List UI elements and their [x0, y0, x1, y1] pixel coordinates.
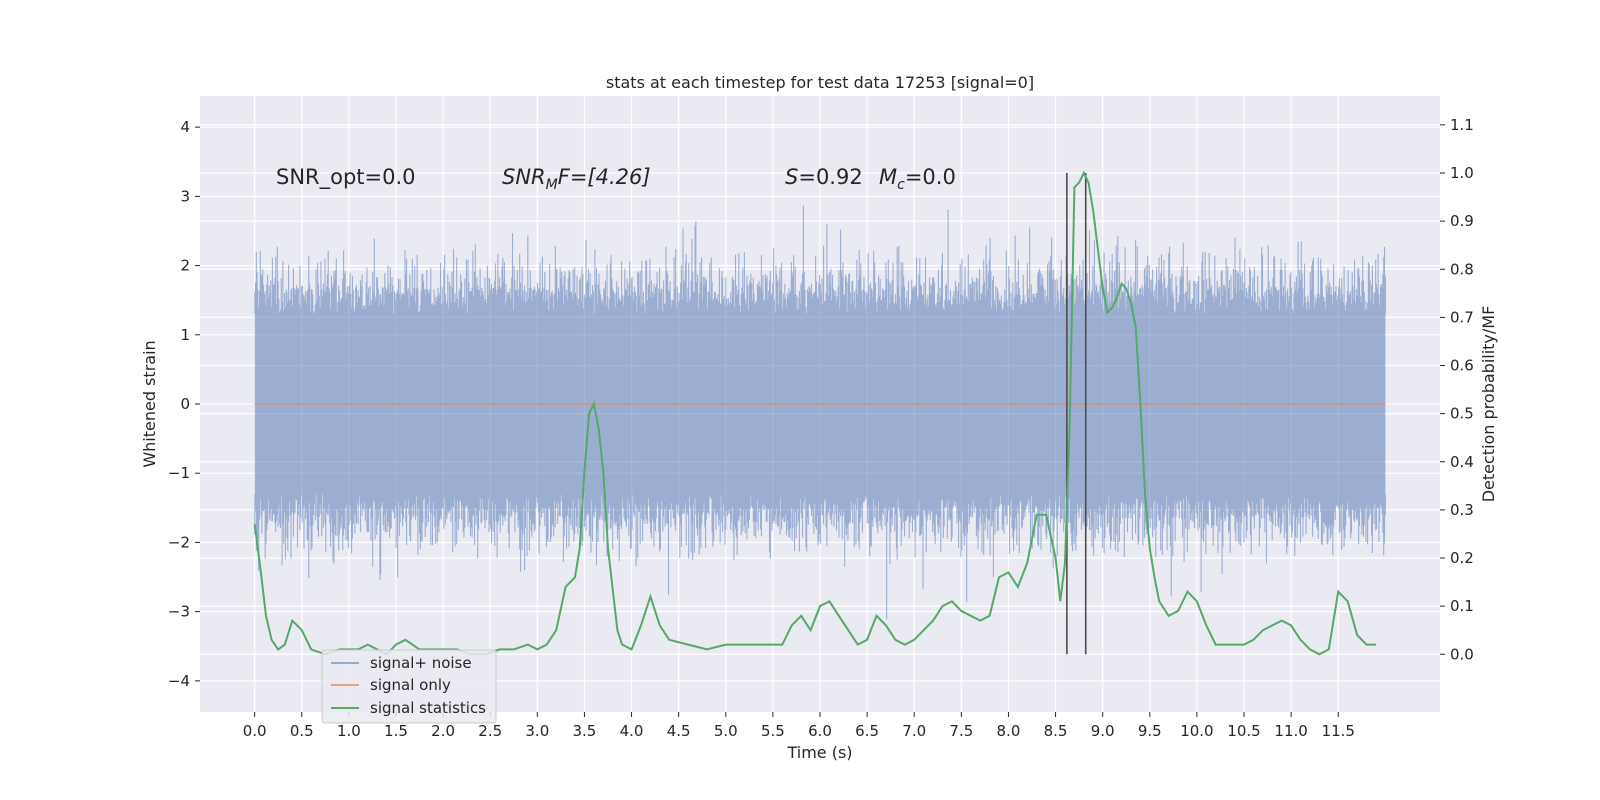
axis-ticks: 0.0 0.5 1.0 1.5 2.0 2.5 3.0 3.5 4.0 4.5 5.0 5.5 6.0 6… [168, 116, 1474, 740]
y-tick-label-left: 1 [180, 326, 190, 344]
annotation-mc-base: M [879, 165, 897, 189]
y-tick-label-right: 0.6 [1450, 357, 1474, 375]
legend-box [321, 649, 497, 724]
x-tick-label: 10.0 [1180, 722, 1213, 740]
y-axis-label-left: Whitened strain [140, 340, 159, 467]
annotation-snr-mf: SNRMF=[4.26] [502, 165, 651, 193]
x-tick-label: 6.5 [855, 722, 879, 740]
annotation-snr-mf-base: SNR [502, 165, 546, 189]
x-tick-label: 6.0 [808, 722, 832, 740]
y-tick-label-left: 0 [180, 395, 190, 413]
noise-lower-spikes [254, 494, 1386, 620]
x-axis-label: Time (s) [786, 743, 852, 762]
legend: signal+ noise signal only signal statist… [321, 649, 497, 724]
signal-statistics-series [253, 170, 1376, 656]
y-tick-label-right: 1.0 [1450, 164, 1474, 182]
annotation-snr-mf-rest: F=[4.26] [558, 165, 651, 189]
x-tick-label: 8.0 [997, 722, 1021, 740]
x-tick-label: 7.5 [949, 722, 973, 740]
y-tick-label-right: 0.0 [1450, 645, 1474, 663]
x-tick-label: 4.5 [667, 722, 691, 740]
annotation-s-value: =0.92 [798, 165, 862, 189]
y-tick-label-left: 2 [180, 257, 190, 275]
x-tick-label: 3.0 [525, 722, 549, 740]
y-tick-label-left: 4 [180, 118, 190, 136]
y-tick-label-left: −1 [168, 464, 190, 482]
annotation-snr-opt: SNR_opt=0.0 [276, 165, 416, 190]
x-tick-label: 2.0 [431, 722, 455, 740]
x-tick-label: 9.5 [1138, 722, 1162, 740]
x-tick-label: 1.0 [337, 722, 361, 740]
x-tick-label: 5.0 [714, 722, 738, 740]
x-tick-label: 11.0 [1274, 722, 1307, 740]
y-tick-label-right: 1.1 [1450, 116, 1474, 134]
y-tick-label-left: −4 [168, 672, 190, 690]
event-markers [1066, 173, 1087, 655]
y-tick-label-left: −3 [168, 603, 190, 621]
y-tick-label-right: 0.4 [1450, 453, 1474, 471]
x-tick-label: 8.5 [1044, 722, 1068, 740]
legend-label-signal: signal only [370, 676, 451, 694]
x-tick-label: 3.5 [573, 722, 597, 740]
x-tick-label: 2.5 [478, 722, 502, 740]
y-axis-label-right: Detection probability/MF [1479, 306, 1498, 503]
x-tick-label: 9.0 [1091, 722, 1115, 740]
x-tick-label: 7.0 [902, 722, 926, 740]
y-tick-label-right: 0.2 [1450, 549, 1474, 567]
noise-upper-spikes [254, 205, 1386, 314]
annotation-snr-mf-sub: M [546, 177, 558, 193]
chart-title: stats at each timestep for test data 172… [606, 73, 1034, 92]
annotation-mc: Mc=0.0 [879, 165, 956, 193]
y-tick-label-left: −2 [168, 533, 190, 551]
x-tick-label: 10.5 [1227, 722, 1260, 740]
annotation-s: S=0.92 [785, 165, 863, 189]
y-tick-label-right: 0.9 [1450, 212, 1474, 230]
legend-label-noise: signal+ noise [370, 654, 472, 672]
x-tick-label: 4.0 [620, 722, 644, 740]
y-tick-label-right: 0.8 [1450, 260, 1474, 278]
annotation-mc-sub: c [897, 177, 905, 193]
annotation-mc-value: =0.0 [905, 165, 956, 189]
x-tick-label: 0.5 [290, 722, 314, 740]
y-tick-label-right: 0.1 [1450, 597, 1474, 615]
x-tick-label: 5.5 [761, 722, 785, 740]
x-tick-label: 0.0 [243, 722, 267, 740]
y-tick-label-left: 3 [180, 187, 190, 205]
annotation-s-label: S [785, 165, 798, 189]
y-tick-label-right: 0.7 [1450, 308, 1474, 326]
x-tick-label: 1.5 [384, 722, 408, 740]
signal-statistics-line [253, 170, 1376, 656]
x-tick-label: 11.5 [1322, 722, 1355, 740]
legend-label-stats: signal statistics [370, 699, 486, 717]
y-tick-label-right: 0.5 [1450, 405, 1474, 423]
y-tick-label-right: 0.3 [1450, 501, 1474, 519]
